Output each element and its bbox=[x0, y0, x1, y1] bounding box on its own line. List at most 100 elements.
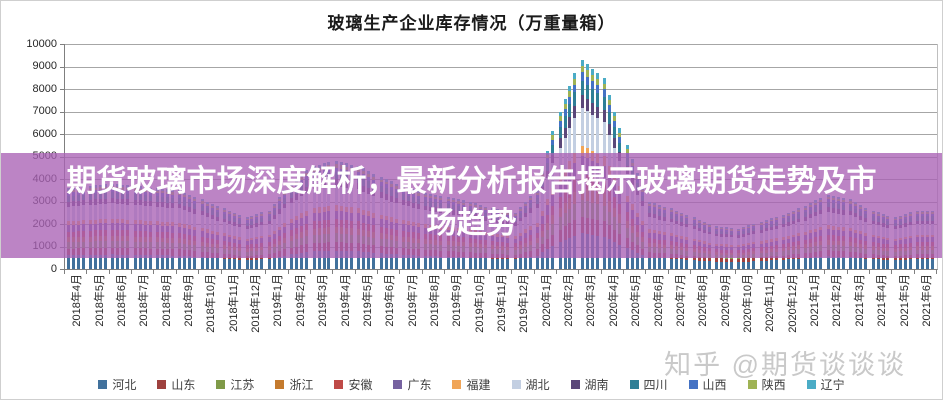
y-tick bbox=[60, 134, 64, 135]
x-tick bbox=[578, 270, 580, 274]
x-tick bbox=[712, 270, 714, 274]
legend: 河北 山东 江苏 浙江 安徽 广东 福建 湖北 湖南 四川 山西 陕西 辽宁 bbox=[1, 376, 942, 393]
legend-label: 陕西 bbox=[761, 378, 786, 392]
x-tick bbox=[131, 270, 133, 274]
x-tick bbox=[488, 270, 490, 274]
x-tick bbox=[108, 270, 110, 274]
x-axis-label: 2020年6月 bbox=[652, 274, 665, 327]
x-axis-label: 2018年5月 bbox=[93, 274, 106, 327]
legend-label: 湖北 bbox=[525, 378, 550, 392]
legend-item: 四川 bbox=[629, 376, 668, 393]
legend-label: 辽宁 bbox=[820, 378, 845, 392]
x-tick bbox=[645, 270, 647, 274]
legend-swatch bbox=[629, 380, 639, 389]
legend-item: 山西 bbox=[688, 376, 727, 393]
gridline bbox=[65, 111, 937, 113]
x-tick bbox=[377, 270, 378, 274]
legend-label: 山西 bbox=[702, 378, 727, 392]
legend-item: 福建 bbox=[452, 376, 491, 393]
legend-label: 浙江 bbox=[289, 378, 314, 392]
legend-item: 浙江 bbox=[275, 376, 313, 393]
x-axis-label: 2018年7月 bbox=[138, 274, 151, 327]
x-tick bbox=[824, 270, 826, 274]
x-axis-label: 2019年8月 bbox=[428, 274, 441, 327]
x-axis-label: 2018年9月 bbox=[183, 274, 195, 327]
x-tick bbox=[399, 270, 401, 274]
x-tick bbox=[801, 270, 803, 274]
x-axis-label: 2020年10月 bbox=[741, 274, 754, 333]
x-axis-label: 2019年4月 bbox=[339, 274, 352, 327]
legend-label: 福建 bbox=[466, 378, 491, 392]
x-tick bbox=[868, 270, 870, 274]
y-axis-label: 6000 bbox=[32, 127, 57, 140]
legend-label: 安徽 bbox=[348, 378, 373, 392]
chart-title: 玻璃生产企业库存情况（万重量箱） bbox=[327, 14, 616, 33]
x-axis-label: 2020年7月 bbox=[674, 274, 687, 327]
x-axis-label: 2020年8月 bbox=[697, 274, 710, 327]
y-tick bbox=[60, 269, 64, 270]
x-axis-label: 2019年2月 bbox=[294, 274, 307, 327]
overlay-banner: 期货玻璃市场深度解析，最新分析报告揭示玻璃期货走势及市场趋势 bbox=[1, 153, 942, 258]
legend-item: 辽宁 bbox=[806, 376, 845, 393]
x-axis-label: 2018年11月 bbox=[227, 274, 240, 332]
x-tick bbox=[86, 270, 88, 274]
y-axis-label: 8000 bbox=[32, 82, 57, 95]
x-axis-label: 2021年3月 bbox=[853, 274, 866, 327]
x-axis-label: 2019年5月 bbox=[361, 274, 374, 327]
x-axis-label: 2018年6月 bbox=[115, 274, 128, 327]
legend-label: 广东 bbox=[407, 378, 432, 392]
x-tick bbox=[936, 270, 937, 274]
y-tick bbox=[60, 66, 64, 68]
x-tick bbox=[242, 270, 244, 274]
x-axis-label: 2019年6月 bbox=[384, 274, 397, 327]
legend-label: 江苏 bbox=[230, 378, 255, 392]
x-axis-label: 2021年2月 bbox=[831, 274, 844, 327]
x-tick bbox=[466, 270, 468, 274]
x-axis-label: 2018年10月 bbox=[205, 274, 218, 333]
legend-label: 湖南 bbox=[584, 378, 609, 392]
legend-label: 山东 bbox=[171, 378, 196, 392]
x-tick bbox=[332, 270, 334, 274]
x-tick bbox=[511, 270, 513, 274]
legend-swatch bbox=[216, 380, 226, 389]
x-axis-label: 2018年12月 bbox=[250, 274, 263, 333]
x-tick bbox=[265, 270, 267, 274]
x-tick bbox=[600, 270, 602, 274]
x-tick bbox=[779, 270, 781, 274]
x-tick bbox=[421, 270, 423, 274]
x-axis-label: 2020年9月 bbox=[719, 274, 732, 327]
y-axis-label: 9000 bbox=[32, 60, 57, 72]
x-axis-label: 2019年3月 bbox=[317, 274, 330, 327]
x-tick bbox=[555, 270, 557, 274]
x-tick bbox=[690, 270, 692, 274]
y-axis-label: 7000 bbox=[32, 105, 57, 117]
x-axis-label: 2021年1月 bbox=[809, 274, 821, 327]
legend-item: 安徽 bbox=[334, 376, 372, 393]
x-tick bbox=[354, 270, 356, 274]
legend-item: 河北 bbox=[98, 376, 136, 393]
x-axis-label: 2019年10月 bbox=[473, 274, 486, 333]
x-axis-label: 2019年1月 bbox=[272, 274, 285, 327]
gridline bbox=[65, 44, 937, 45]
legend-swatch bbox=[98, 380, 108, 389]
x-tick bbox=[175, 270, 177, 274]
legend-swatch bbox=[747, 380, 757, 389]
legend-swatch bbox=[570, 380, 580, 389]
x-tick bbox=[757, 270, 759, 274]
x-tick bbox=[846, 270, 848, 274]
x-axis-label: 2020年5月 bbox=[630, 274, 643, 327]
x-axis-label: 2020年2月 bbox=[563, 274, 576, 327]
legend-swatch bbox=[334, 380, 344, 389]
legend-item: 山东 bbox=[157, 376, 195, 393]
x-axis-label: 2019年7月 bbox=[406, 274, 419, 327]
legend-swatch bbox=[157, 380, 167, 389]
x-axis-label: 2020年1月 bbox=[540, 274, 553, 327]
x-tick bbox=[64, 270, 65, 274]
legend-item: 广东 bbox=[393, 376, 431, 393]
x-axis-label: 2021年5月 bbox=[898, 274, 911, 327]
y-axis-label: 0 bbox=[50, 262, 57, 275]
x-tick bbox=[287, 270, 289, 274]
legend-item: 江苏 bbox=[216, 376, 254, 393]
gridline bbox=[65, 66, 937, 68]
